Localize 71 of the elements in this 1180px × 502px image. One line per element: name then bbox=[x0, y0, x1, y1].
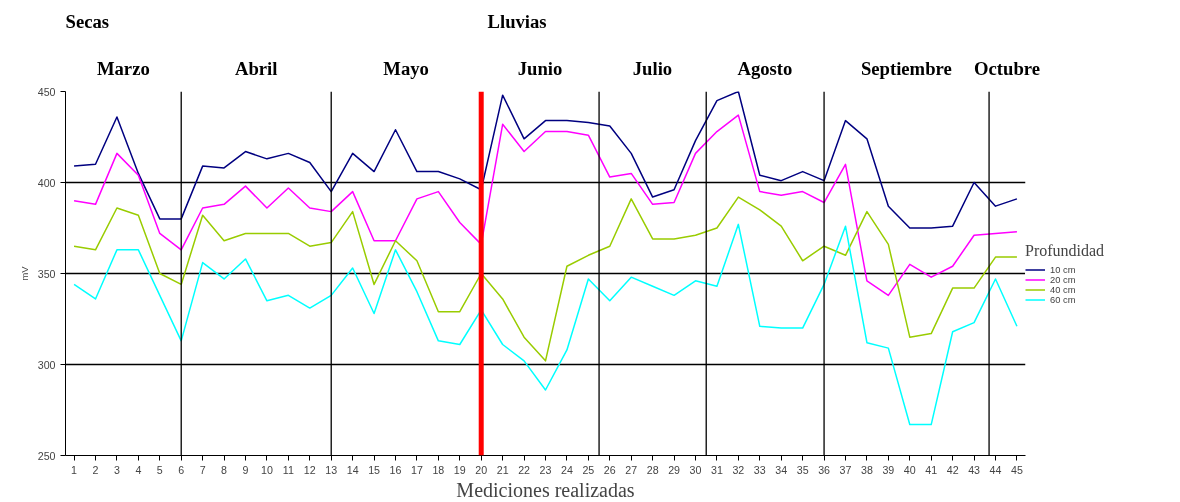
x-tick-label: 5 bbox=[156, 463, 163, 476]
x-tick-label: 13 bbox=[325, 463, 338, 476]
x-tick-label: 21 bbox=[496, 463, 509, 476]
x-tick-label: 20 bbox=[475, 463, 488, 476]
legend-label: 20 cm bbox=[1050, 274, 1076, 285]
text: Julio bbox=[632, 58, 673, 80]
x-tick-label: 35 bbox=[796, 463, 809, 476]
y-tick-label: 250 bbox=[37, 449, 56, 462]
x-tick-label: 33 bbox=[753, 463, 766, 476]
x-tick-label: 44 bbox=[989, 463, 1002, 476]
y-axis-title: mV bbox=[19, 265, 30, 281]
text: Octubre bbox=[974, 58, 1041, 80]
x-tick-label: 19 bbox=[453, 463, 466, 476]
x-tick-label: 7 bbox=[199, 463, 206, 476]
x-tick-label: 42 bbox=[946, 463, 959, 476]
x-tick-label: 8 bbox=[221, 463, 228, 476]
legend-label: 40 cm bbox=[1050, 284, 1076, 295]
text: Agosto bbox=[737, 58, 793, 80]
y-tick-label: 350 bbox=[37, 267, 56, 280]
x-tick-label: 30 bbox=[689, 463, 702, 476]
x-tick-label: 2 bbox=[92, 463, 99, 476]
text: Mayo bbox=[383, 58, 429, 80]
x-tick-label: 3 bbox=[113, 463, 120, 476]
x-tick-label: 39 bbox=[882, 463, 895, 476]
text: Secas bbox=[65, 11, 110, 33]
x-tick-label: 31 bbox=[711, 463, 723, 476]
x-tick-label: 43 bbox=[968, 463, 981, 476]
x-tick-label: 11 bbox=[282, 463, 294, 476]
x-tick-label: 29 bbox=[668, 463, 681, 476]
x-tick-label: 18 bbox=[432, 463, 445, 476]
x-tick-label: 17 bbox=[411, 463, 423, 476]
y-tick-label: 300 bbox=[37, 358, 56, 371]
line-series bbox=[73, 114, 1018, 297]
x-tick-label: 10 bbox=[261, 463, 273, 476]
x-tick-label: 38 bbox=[861, 463, 873, 476]
line-series bbox=[73, 91, 1018, 229]
text: Abril bbox=[234, 58, 278, 80]
y-tick-label: 400 bbox=[37, 176, 56, 189]
x-tick-label: 34 bbox=[775, 463, 788, 476]
x-tick-label: 27 bbox=[625, 463, 638, 476]
x-tick-label: 24 bbox=[561, 463, 573, 476]
x-tick-label: 15 bbox=[368, 463, 381, 476]
x-tick-label: 9 bbox=[242, 463, 249, 476]
line-series bbox=[73, 223, 1018, 426]
legend-label: 60 cm bbox=[1050, 294, 1076, 305]
x-tick-label: 32 bbox=[732, 463, 745, 476]
legend-title: Profundidad bbox=[1025, 241, 1105, 260]
x-tick-label: 37 bbox=[839, 463, 852, 476]
x-tick-label: 23 bbox=[539, 463, 552, 476]
x-tick-label: 28 bbox=[646, 463, 659, 476]
line-series bbox=[73, 196, 1018, 362]
legend-label: 10 cm bbox=[1050, 264, 1076, 275]
x-tick-label: 16 bbox=[389, 463, 402, 476]
x-tick-label: 4 bbox=[135, 463, 142, 476]
x-axis-title: Mediciones realizadas bbox=[456, 478, 635, 501]
y-tick-label: 450 bbox=[37, 85, 56, 98]
x-tick-label: 41 bbox=[925, 463, 938, 476]
x-tick-label: 26 bbox=[603, 463, 616, 476]
x-tick-label: 36 bbox=[818, 463, 831, 476]
x-tick-label: 45 bbox=[1011, 463, 1023, 476]
text: Marzo bbox=[96, 58, 150, 80]
x-tick-label: 25 bbox=[582, 463, 595, 476]
x-tick-label: 22 bbox=[518, 463, 531, 476]
x-tick-label: 14 bbox=[346, 463, 359, 476]
x-tick-label: 6 bbox=[178, 463, 185, 476]
text: Lluvias bbox=[487, 11, 547, 33]
x-tick-label: 12 bbox=[303, 463, 316, 476]
text: Septiembre bbox=[860, 58, 952, 80]
x-tick-label: 40 bbox=[903, 463, 916, 476]
text: Junio bbox=[517, 58, 563, 80]
x-tick-label: 1 bbox=[71, 463, 78, 476]
